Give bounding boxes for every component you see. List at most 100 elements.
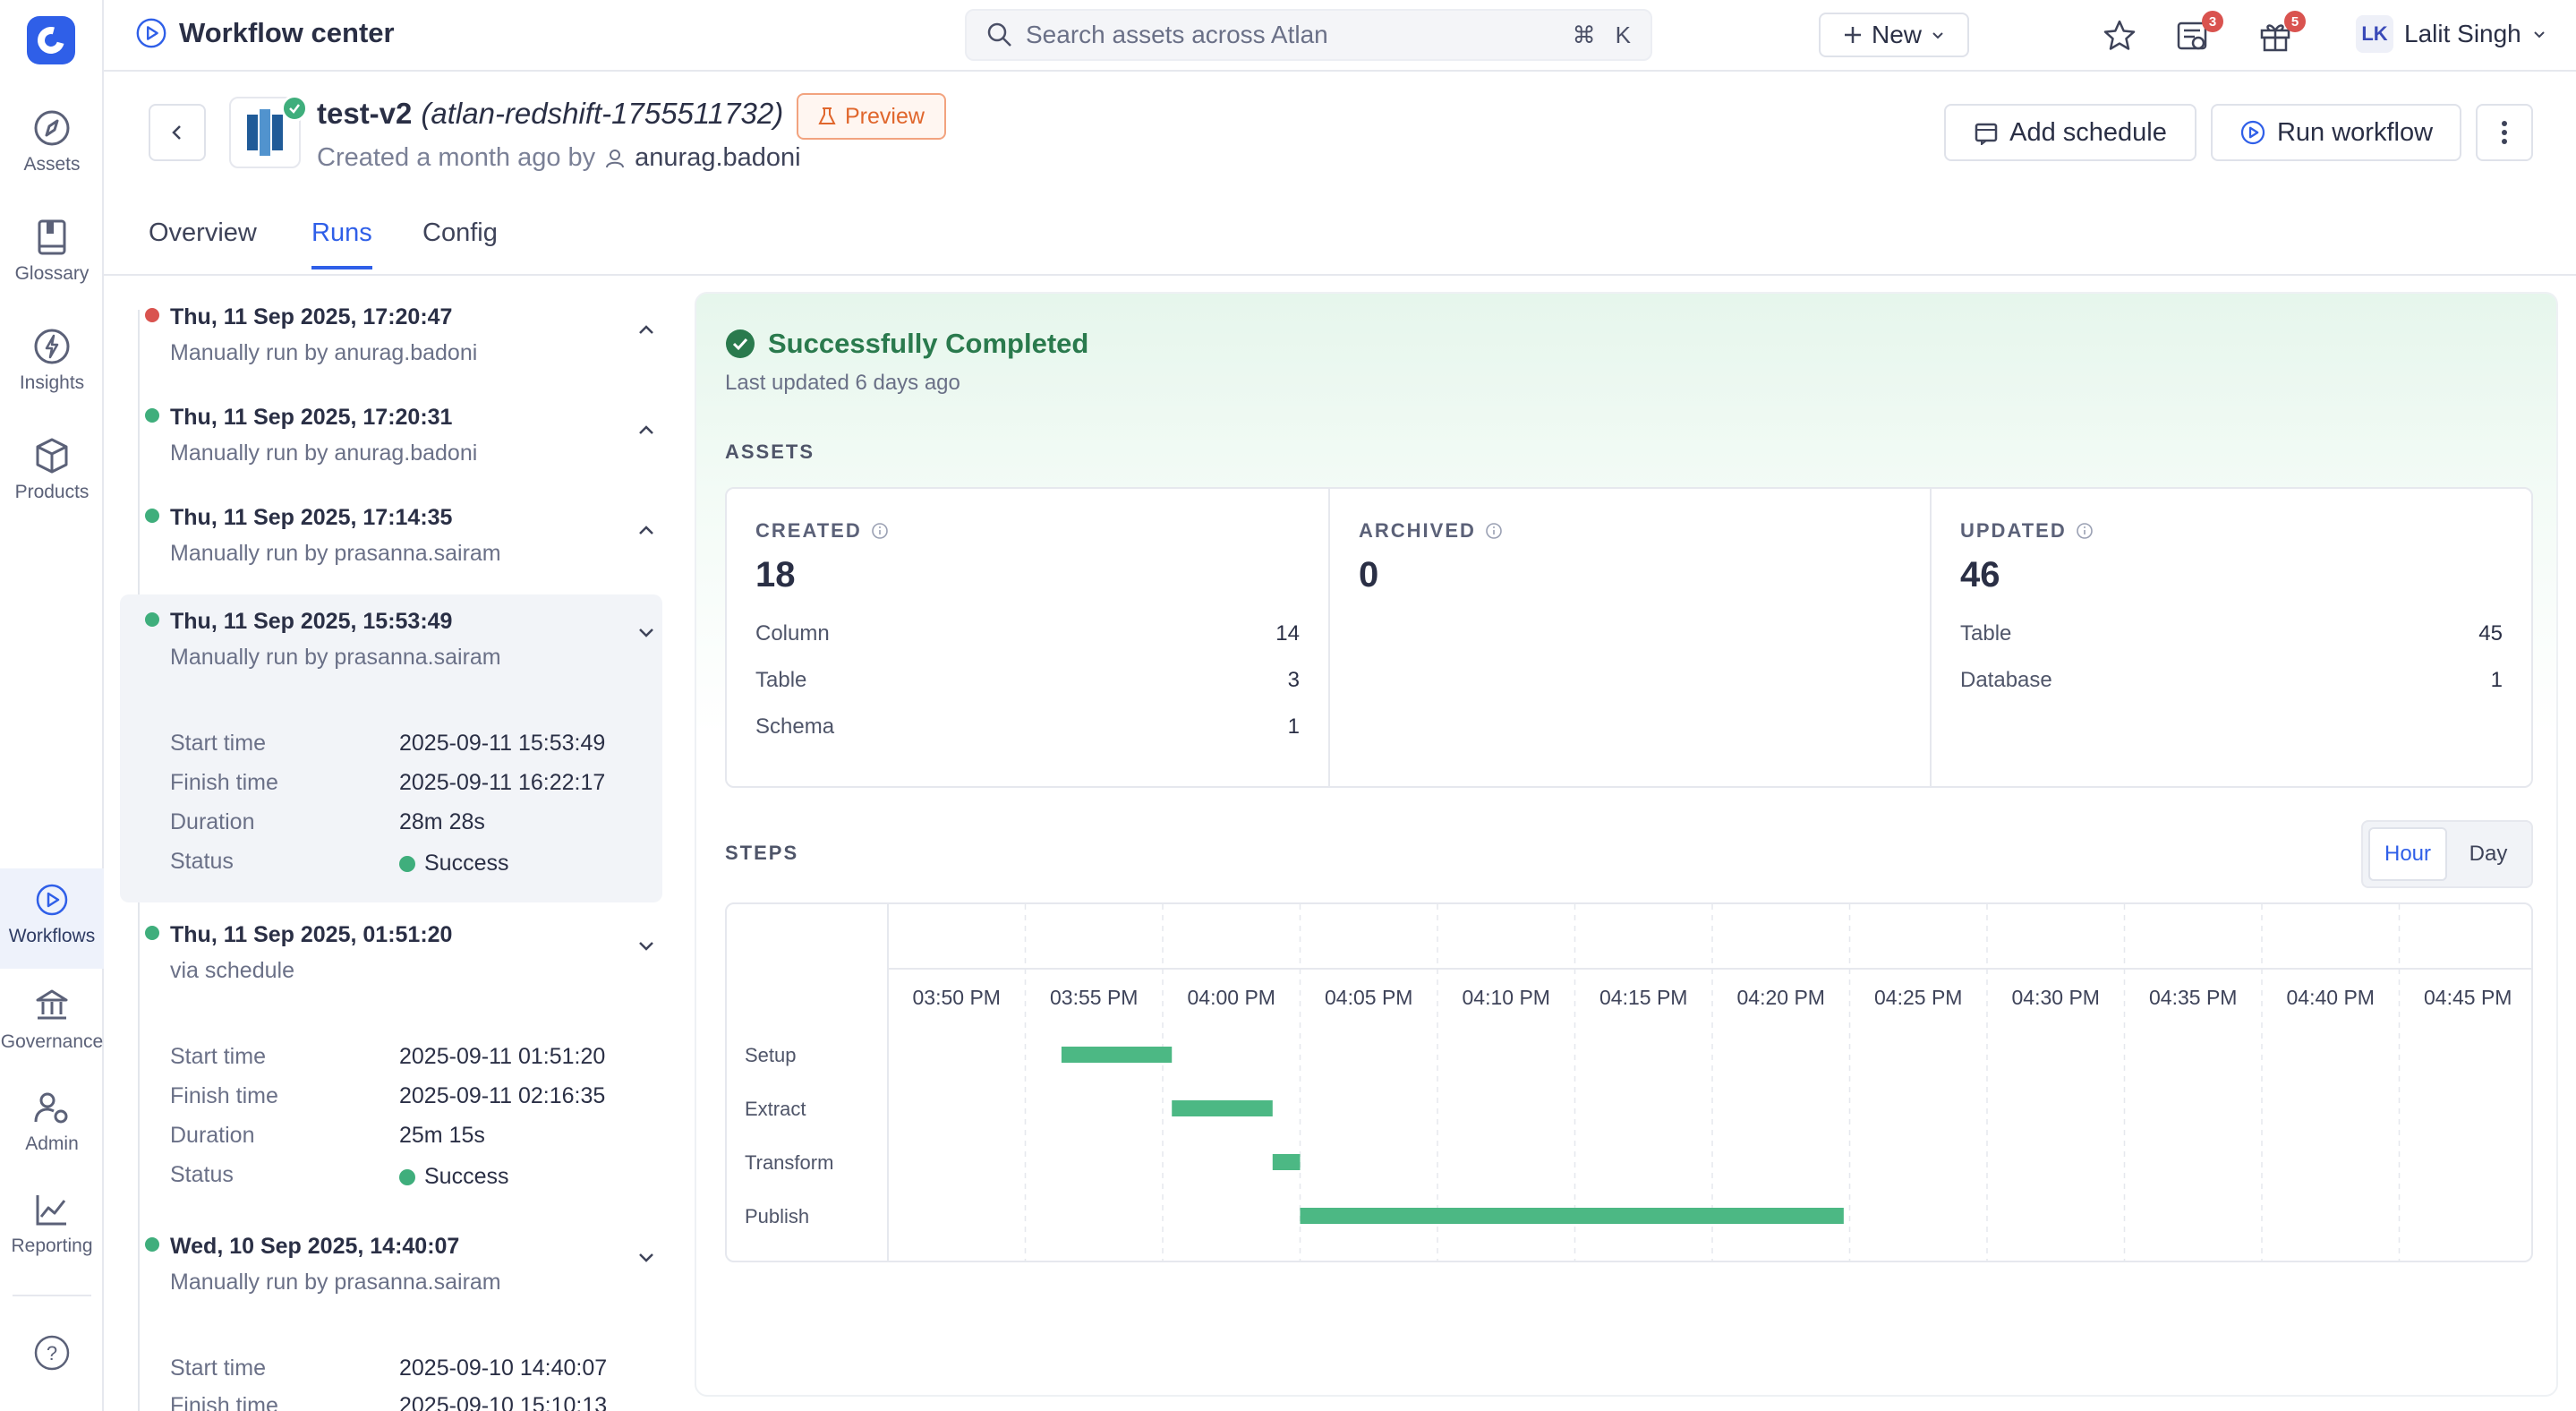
rail-label: Workflows: [8, 926, 96, 946]
step-bar[interactable]: [1061, 1047, 1173, 1063]
run-item[interactable]: Thu, 11 Sep 2025, 17:14:35 Manually run …: [120, 478, 662, 578]
info-icon[interactable]: [1485, 522, 1503, 540]
asset-metric-label: ARCHIVED: [1359, 519, 1503, 543]
info-icon[interactable]: [871, 522, 889, 540]
toggle-day[interactable]: Day: [2469, 842, 2508, 866]
gift-icon: [2260, 24, 2290, 52]
verified-icon: [281, 95, 308, 122]
rail-label: Admin: [25, 1133, 79, 1154]
run-status-dot: [145, 612, 159, 627]
assets-created: CREATED 18 Column 14 Table 3 Schema 1: [727, 489, 1328, 786]
status-value: Success: [399, 1164, 508, 1190]
play-icon: [2240, 120, 2265, 145]
status-label: Status: [170, 1162, 234, 1187]
duration-value: 28m 28s: [399, 809, 485, 834]
play-icon: [30, 877, 74, 922]
star-button[interactable]: [2098, 14, 2141, 57]
created-text: Created a month ago by: [317, 143, 596, 172]
search-icon: [987, 22, 1011, 47]
success-dot: [399, 1168, 415, 1185]
rail-label: Products: [14, 482, 90, 502]
creator-name[interactable]: anurag.badoni: [635, 143, 801, 172]
search-input[interactable]: Search assets across Atlan: [1026, 21, 1328, 48]
step-label: Setup: [745, 1044, 797, 1066]
rail-item-workflows[interactable]: Workflows: [0, 868, 104, 969]
chevron-up-icon[interactable]: [635, 419, 657, 440]
rail-item-insights[interactable]: Insights: [0, 315, 104, 415]
finish-time-value: 2025-09-11 16:22:17: [399, 770, 606, 795]
chevron-down-icon[interactable]: [635, 1246, 657, 1268]
more-options-button[interactable]: [2476, 104, 2533, 161]
run-subtitle: Manually run by prasanna.sairam: [170, 645, 501, 670]
duration-label: Duration: [170, 809, 255, 834]
user-menu[interactable]: LK Lalit Singh: [2356, 11, 2546, 57]
user-name: Lalit Singh: [2404, 20, 2521, 47]
duration-value: 25m 15s: [399, 1123, 485, 1148]
cube-icon: [30, 433, 74, 478]
run-subtitle: Manually run by prasanna.sairam: [170, 1270, 501, 1295]
tasks-badge: 3: [2202, 11, 2223, 32]
atlan-logo[interactable]: [27, 16, 75, 64]
redshift-logo: [229, 97, 301, 168]
step-bar[interactable]: [1300, 1208, 1844, 1224]
run-item[interactable]: Thu, 11 Sep 2025, 17:20:31 Manually run …: [120, 378, 662, 478]
step-label: Transform: [745, 1151, 833, 1174]
gantt-chart: 03:50 PM 03:55 PM 04:00 PM 04:05 PM 04:10 PM…: [745, 904, 2531, 1261]
rail-label: Reporting: [11, 1236, 93, 1256]
x-tick-label: 04:05 PM: [1325, 986, 1412, 1009]
finish-time-value: 2025-09-11 02:16:35: [399, 1083, 606, 1108]
rail-item-governance[interactable]: Governance: [0, 974, 104, 1074]
asset-metric-total: 0: [1359, 555, 1379, 594]
chevron-down-icon[interactable]: [635, 621, 657, 643]
asset-breakdown-row: Table 3: [755, 668, 1300, 692]
rail-item-assets[interactable]: Assets: [0, 97, 104, 197]
run-status-dot: [145, 509, 159, 523]
finish-time-label: Finish time: [170, 1393, 278, 1411]
x-tick-label: 03:55 PM: [1050, 986, 1138, 1009]
tab-config[interactable]: Config: [422, 218, 498, 247]
global-search[interactable]: Search assets across Atlan ⌘ K: [965, 9, 1652, 61]
chevron-down-icon[interactable]: [635, 935, 657, 956]
info-icon[interactable]: [2076, 522, 2094, 540]
step-bar[interactable]: [1172, 1100, 1273, 1116]
add-schedule-button[interactable]: Add schedule: [1944, 104, 2196, 161]
chevron-up-icon[interactable]: [635, 519, 657, 541]
run-detail-panel: Successfully Completed Last updated 6 da…: [695, 292, 2558, 1397]
new-button[interactable]: New: [1819, 13, 1969, 57]
top-bar: Workflow center Search assets across Atl…: [104, 0, 2576, 72]
back-button[interactable]: [149, 104, 206, 161]
tab-runs[interactable]: Runs: [311, 218, 372, 269]
created-info: Created a month ago by anurag.badoni: [317, 143, 801, 173]
rail-item-products[interactable]: Products: [0, 424, 104, 525]
run-item[interactable]: Thu, 11 Sep 2025, 01:51:20 via schedule …: [120, 908, 662, 1216]
check-circle-icon: [726, 329, 755, 358]
step-bar[interactable]: [1272, 1154, 1301, 1170]
last-updated: Last updated 6 days ago: [725, 371, 960, 395]
preview-badge: Preview: [797, 93, 946, 140]
run-item[interactable]: Thu, 11 Sep 2025, 17:20:47 Manually run …: [120, 278, 662, 378]
run-status-header: Successfully Completed: [725, 328, 1088, 360]
rail-item-glossary[interactable]: Glossary: [0, 206, 104, 306]
rail-item-admin[interactable]: Admin: [0, 1076, 104, 1176]
run-subtitle: Manually run by prasanna.sairam: [170, 541, 501, 566]
toggle-hour[interactable]: Hour: [2368, 827, 2447, 881]
x-tick-label: 04:25 PM: [1874, 986, 1962, 1009]
rail-label: Glossary: [14, 263, 90, 284]
rail-item-reporting[interactable]: Reporting: [0, 1178, 104, 1278]
tab-overview[interactable]: Overview: [149, 218, 257, 247]
asset-metric-total: 46: [1960, 555, 2000, 594]
chevron-up-icon[interactable]: [635, 319, 657, 340]
x-tick-label: 04:20 PM: [1737, 986, 1825, 1009]
help-button[interactable]: ?: [0, 1321, 104, 1384]
run-subtitle: Manually run by anurag.badoni: [170, 440, 478, 466]
run-title: Thu, 11 Sep 2025, 17:14:35: [170, 505, 453, 530]
run-workflow-button[interactable]: Run workflow: [2211, 104, 2461, 161]
status-value: Success: [399, 851, 508, 877]
avatar: LK: [2356, 15, 2393, 53]
run-item[interactable]: Wed, 10 Sep 2025, 14:40:07 Manually run …: [120, 1219, 662, 1411]
whats-new-button[interactable]: 5: [2254, 11, 2306, 57]
asset-breakdown-row: Column 14: [755, 621, 1300, 646]
success-dot: [399, 855, 415, 872]
tasks-button[interactable]: 3: [2171, 11, 2223, 57]
run-item-selected[interactable]: Thu, 11 Sep 2025, 15:53:49 Manually run …: [120, 594, 662, 902]
